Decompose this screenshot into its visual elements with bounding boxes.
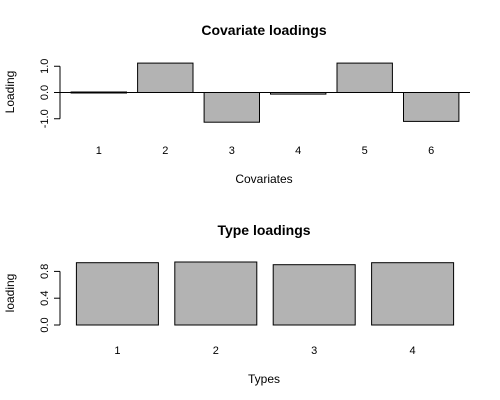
x-tick-label: 5	[362, 145, 368, 157]
x-tick-label: 2	[213, 345, 219, 357]
y-tick-label: 0.0	[39, 317, 51, 332]
x-tick-label: 1	[114, 345, 120, 357]
bar-6	[403, 92, 460, 122]
x-axis-label: Types	[248, 372, 280, 386]
bar-5	[336, 62, 393, 93]
y-tick-label: 0.8	[39, 264, 51, 279]
x-tick-label: 3	[311, 345, 317, 357]
y-tick-label: 0.4	[39, 291, 51, 306]
type-loadings-chart: Type loadings Types loading 0.0 0.4 0.8 1 2…	[3, 222, 455, 386]
x-tick-label: 4	[410, 345, 416, 357]
bar-3	[272, 264, 356, 326]
x-tick-label: 2	[162, 145, 168, 157]
bar-2	[137, 62, 194, 93]
y-tick-label: 0.0	[39, 85, 51, 100]
x-tick-label: 4	[295, 145, 301, 157]
covariate-loadings-chart: Covariate loadings Covariates Loading 1.…	[3, 22, 470, 186]
x-tick-label: 6	[428, 145, 434, 157]
x-tick-label: 1	[96, 145, 102, 157]
y-axis-label: loading	[3, 274, 17, 313]
y-axis-label: Loading	[3, 71, 17, 114]
bar-2	[174, 261, 258, 326]
x-axis-label: Covariates	[235, 172, 292, 186]
bar-4	[371, 262, 455, 326]
chart-title: Covariate loadings	[201, 22, 326, 38]
bar-3	[203, 92, 261, 123]
chart-title: Type loadings	[217, 222, 310, 238]
x-tick-label: 3	[229, 145, 235, 157]
bar-1	[75, 262, 159, 326]
y-tick-label: -1.0	[39, 109, 51, 128]
y-tick-label: 1.0	[39, 59, 51, 74]
